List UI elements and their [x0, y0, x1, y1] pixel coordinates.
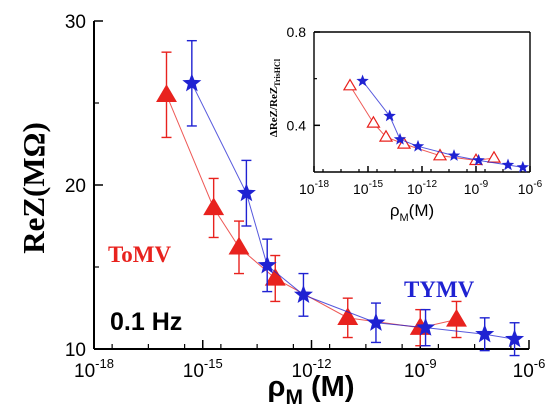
data-point-star	[366, 312, 386, 331]
data-point-star	[472, 153, 485, 166]
data-point-star	[383, 109, 396, 122]
x-tick-base: 10	[74, 361, 95, 382]
inset-y-axis-label-main: ΔReZ/ReZ	[268, 87, 280, 137]
x-tick-label: 10-18	[299, 179, 329, 197]
series-line	[191, 83, 515, 340]
x-tick-label: 10-12	[292, 356, 332, 382]
legend-label-tomv: ToMV	[108, 242, 171, 267]
y-tick-label: 10	[65, 340, 86, 361]
data-point-star	[447, 149, 461, 161]
x-axis-label: ρM (M)	[268, 371, 355, 409]
x-tick-exponent: -6	[533, 179, 542, 190]
x-tick-exponent: -18	[95, 356, 114, 371]
y-tick-label: 0.8	[287, 24, 307, 40]
legend-label-tymv: TYMV	[404, 277, 475, 302]
x-axis-label-unit: (M)	[303, 371, 355, 403]
data-point-star	[505, 329, 525, 348]
y-tick-label: 0.4	[287, 117, 307, 133]
data-point-triangle	[446, 308, 467, 327]
data-point-star	[516, 160, 530, 173]
data-point-open-triangle	[378, 129, 394, 142]
x-tick-label: 10-6	[513, 356, 546, 382]
x-tick-label: 10-12	[407, 179, 437, 197]
data-point-star	[475, 324, 495, 343]
y-tick-label: 30	[65, 12, 86, 33]
series-line	[362, 80, 523, 168]
x-tick-exponent: -6	[534, 356, 546, 371]
inset-y-axis-label-subscript: TrisHCl	[273, 58, 282, 87]
inset-background	[314, 32, 530, 172]
x-tick-label: 10-6	[518, 179, 543, 197]
x-tick-label: 10-15	[183, 356, 223, 382]
data-point-open-triangle	[432, 148, 448, 161]
data-point-star	[293, 284, 313, 303]
x-axis-label-main: ρ	[268, 371, 286, 403]
y-tick-label: 20	[65, 176, 86, 197]
inset-x-axis-label-subscript: M	[400, 212, 409, 224]
x-tick-base: 10	[353, 181, 369, 197]
x-tick-base: 10	[404, 361, 425, 382]
frequency-annotation: 0.1 Hz	[110, 308, 182, 336]
inset-x-axis-label-main: ρ	[390, 201, 400, 220]
data-point-star	[411, 139, 425, 152]
x-tick-base: 10	[513, 361, 534, 382]
x-tick-exponent: -18	[315, 179, 330, 190]
data-point-triangle	[264, 267, 286, 286]
data-point-star	[236, 183, 256, 202]
data-point-open-triangle	[396, 136, 412, 149]
inset-chart: 10-18 10-15 10-12 10-9 10-60.40.8ρM(M)ΔReZ/R…	[268, 24, 543, 224]
data-point-star	[356, 74, 369, 87]
x-tick-exponent: -9	[425, 356, 437, 371]
data-point-star	[416, 317, 436, 336]
x-tick-label: 10-15	[353, 179, 383, 197]
x-tick-exponent: -12	[423, 179, 438, 190]
x-tick-base: 10	[518, 181, 534, 197]
data-point-star	[393, 132, 407, 145]
data-point-triangle	[228, 236, 250, 255]
data-point-star	[257, 255, 277, 274]
data-point-triangle	[203, 197, 225, 216]
data-point-star	[182, 73, 202, 92]
inset-x-axis-label-unit: (M)	[409, 201, 434, 220]
x-tick-exponent: -15	[369, 179, 384, 190]
data-point-triangle	[156, 84, 177, 102]
data-point-triangle	[337, 307, 359, 326]
data-point-star	[501, 158, 515, 171]
x-tick-base: 10	[292, 361, 313, 382]
x-tick-base: 10	[407, 181, 423, 197]
x-tick-exponent: -15	[204, 356, 223, 371]
x-axis-label-subscript: M	[285, 386, 303, 409]
x-tick-base: 10	[299, 181, 315, 197]
y-axis-label: ReZ(MΩ)	[16, 122, 51, 254]
x-tick-base: 10	[183, 361, 204, 382]
x-tick-label: 10-18	[74, 356, 114, 382]
x-tick-label: 10-9	[464, 179, 489, 197]
x-tick-exponent: -9	[479, 179, 488, 190]
data-point-open-triangle	[342, 78, 358, 91]
x-tick-label: 10-9	[404, 356, 437, 382]
inset-y-axis-label: ΔReZ/ReZTrisHCl	[268, 58, 282, 137]
data-point-open-triangle	[366, 115, 381, 128]
inset-x-axis-label: ρM(M)	[390, 201, 434, 224]
x-tick-exponent: -12	[313, 356, 332, 371]
x-tick-base: 10	[464, 181, 480, 197]
data-point-open-triangle	[486, 150, 502, 163]
